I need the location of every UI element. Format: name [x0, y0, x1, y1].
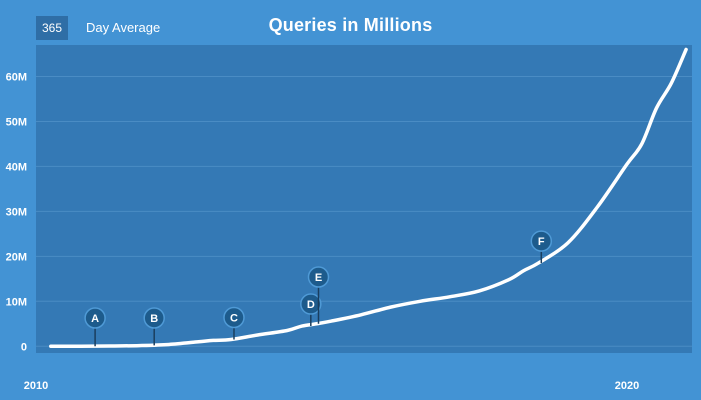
- chart-title: Queries in Millions: [268, 15, 433, 35]
- annotation-marker-a[interactable]: A: [84, 307, 106, 347]
- annotation-marker-c[interactable]: C: [223, 306, 245, 340]
- series-line: [49, 47, 688, 349]
- annotation-label: F: [538, 236, 545, 248]
- y-tick-label: 50M: [6, 116, 27, 128]
- annotation-marker-e[interactable]: E: [307, 266, 330, 324]
- y-tick-label: 40M: [6, 161, 27, 173]
- y-tick-label: 30M: [6, 206, 27, 218]
- x-tick-label: 2010: [24, 380, 48, 392]
- annotation-marker-d[interactable]: D: [300, 293, 322, 327]
- y-tick-label: 20M: [6, 251, 27, 263]
- annotation-marker-f[interactable]: F: [530, 230, 553, 264]
- range-selector[interactable]: 365: [36, 16, 68, 40]
- annotation-label: E: [315, 272, 322, 284]
- y-tick-label: 60M: [6, 71, 27, 83]
- annotation-label: D: [307, 299, 315, 311]
- plot-area: [36, 45, 692, 353]
- annotation-label: B: [150, 313, 158, 325]
- x-tick-label: 2020: [615, 380, 639, 392]
- annotation-label: A: [91, 313, 99, 325]
- range-value: 365: [41, 21, 63, 35]
- annotation-marker-b[interactable]: B: [143, 307, 165, 346]
- annotation-label: C: [230, 313, 238, 325]
- range-label: Day Average: [86, 20, 161, 35]
- y-tick-label: 10M: [6, 296, 27, 308]
- y-tick-label: 0: [21, 341, 27, 353]
